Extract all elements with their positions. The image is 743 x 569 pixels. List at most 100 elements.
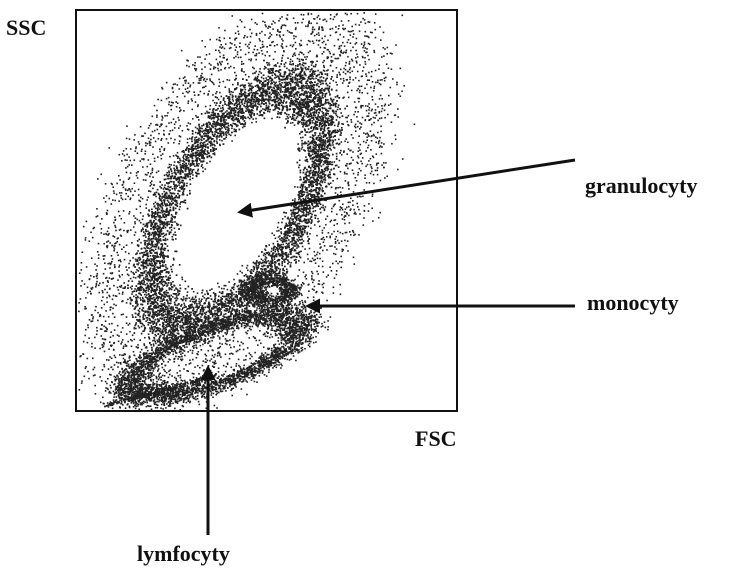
dot	[192, 290, 195, 293]
dot	[298, 147, 300, 149]
dot	[270, 265, 273, 267]
dot	[168, 170, 170, 172]
dot	[290, 102, 292, 104]
dot	[317, 221, 319, 223]
dot	[154, 292, 156, 294]
dot	[164, 293, 166, 296]
dot	[177, 315, 180, 317]
dot	[178, 161, 181, 164]
dot	[266, 79, 268, 81]
dot	[257, 102, 259, 105]
dot	[177, 293, 179, 296]
dot	[289, 91, 292, 93]
dot	[197, 313, 200, 316]
dot	[273, 234, 275, 236]
dot	[171, 180, 173, 183]
dot	[304, 248, 306, 250]
dot	[174, 221, 176, 223]
dot	[162, 251, 164, 254]
dot	[170, 284, 172, 286]
dot	[319, 155, 321, 158]
dot	[304, 181, 306, 184]
dot	[152, 244, 154, 246]
dot	[179, 284, 181, 286]
dot	[262, 271, 265, 274]
dot	[221, 122, 224, 125]
dot	[203, 331, 206, 333]
dot	[281, 257, 283, 259]
dot	[197, 157, 199, 159]
dot	[164, 310, 166, 313]
dot	[161, 245, 164, 248]
dot	[167, 214, 170, 217]
dot	[182, 314, 184, 316]
dot	[157, 204, 159, 207]
dot	[200, 310, 202, 312]
dot	[271, 257, 273, 260]
dot	[141, 296, 144, 299]
dot	[155, 287, 158, 289]
dot	[270, 93, 272, 96]
dot	[187, 148, 190, 150]
dot	[285, 233, 287, 236]
dot	[310, 80, 312, 83]
dot	[163, 257, 165, 259]
dot	[204, 342, 206, 344]
dot	[337, 106, 339, 108]
dot	[250, 82, 253, 85]
dot	[317, 188, 320, 190]
dot	[151, 262, 153, 265]
dot	[293, 119, 295, 121]
dot	[158, 313, 161, 315]
dot	[265, 268, 267, 270]
dot	[192, 174, 194, 176]
dot	[244, 122, 247, 124]
dot	[158, 287, 161, 290]
dot	[328, 107, 330, 110]
dot	[194, 321, 197, 323]
dot	[190, 150, 193, 153]
dot	[143, 272, 146, 274]
dot	[297, 149, 300, 151]
dot	[222, 335, 224, 337]
dot	[338, 138, 340, 141]
dot	[159, 223, 162, 226]
dot	[256, 268, 258, 270]
dot	[170, 176, 173, 178]
dot	[164, 316, 167, 318]
dot	[159, 230, 161, 232]
dot	[190, 154, 192, 156]
dot	[283, 105, 285, 108]
dot	[264, 91, 267, 93]
dot	[147, 321, 149, 324]
dot	[153, 328, 156, 330]
dot	[260, 72, 263, 74]
dot	[222, 315, 225, 318]
dot	[321, 110, 323, 113]
dot	[308, 124, 310, 126]
dot	[226, 110, 228, 112]
dot	[327, 165, 329, 168]
dot	[309, 115, 312, 117]
dot	[252, 100, 255, 103]
dot	[209, 127, 211, 130]
dot	[233, 109, 236, 111]
dot	[324, 206, 327, 208]
dot	[307, 225, 310, 228]
dot	[168, 194, 171, 197]
dot	[265, 262, 268, 264]
dot	[287, 243, 289, 246]
dot	[214, 144, 216, 147]
dot	[319, 183, 321, 186]
dot	[185, 154, 187, 156]
dot	[258, 114, 261, 117]
dot	[329, 102, 331, 105]
dot	[284, 265, 286, 268]
dot	[168, 322, 170, 325]
dot	[173, 161, 176, 163]
dot	[302, 228, 304, 231]
dot	[146, 262, 148, 265]
dot	[235, 299, 237, 302]
dot	[296, 230, 299, 233]
dot	[291, 240, 293, 243]
